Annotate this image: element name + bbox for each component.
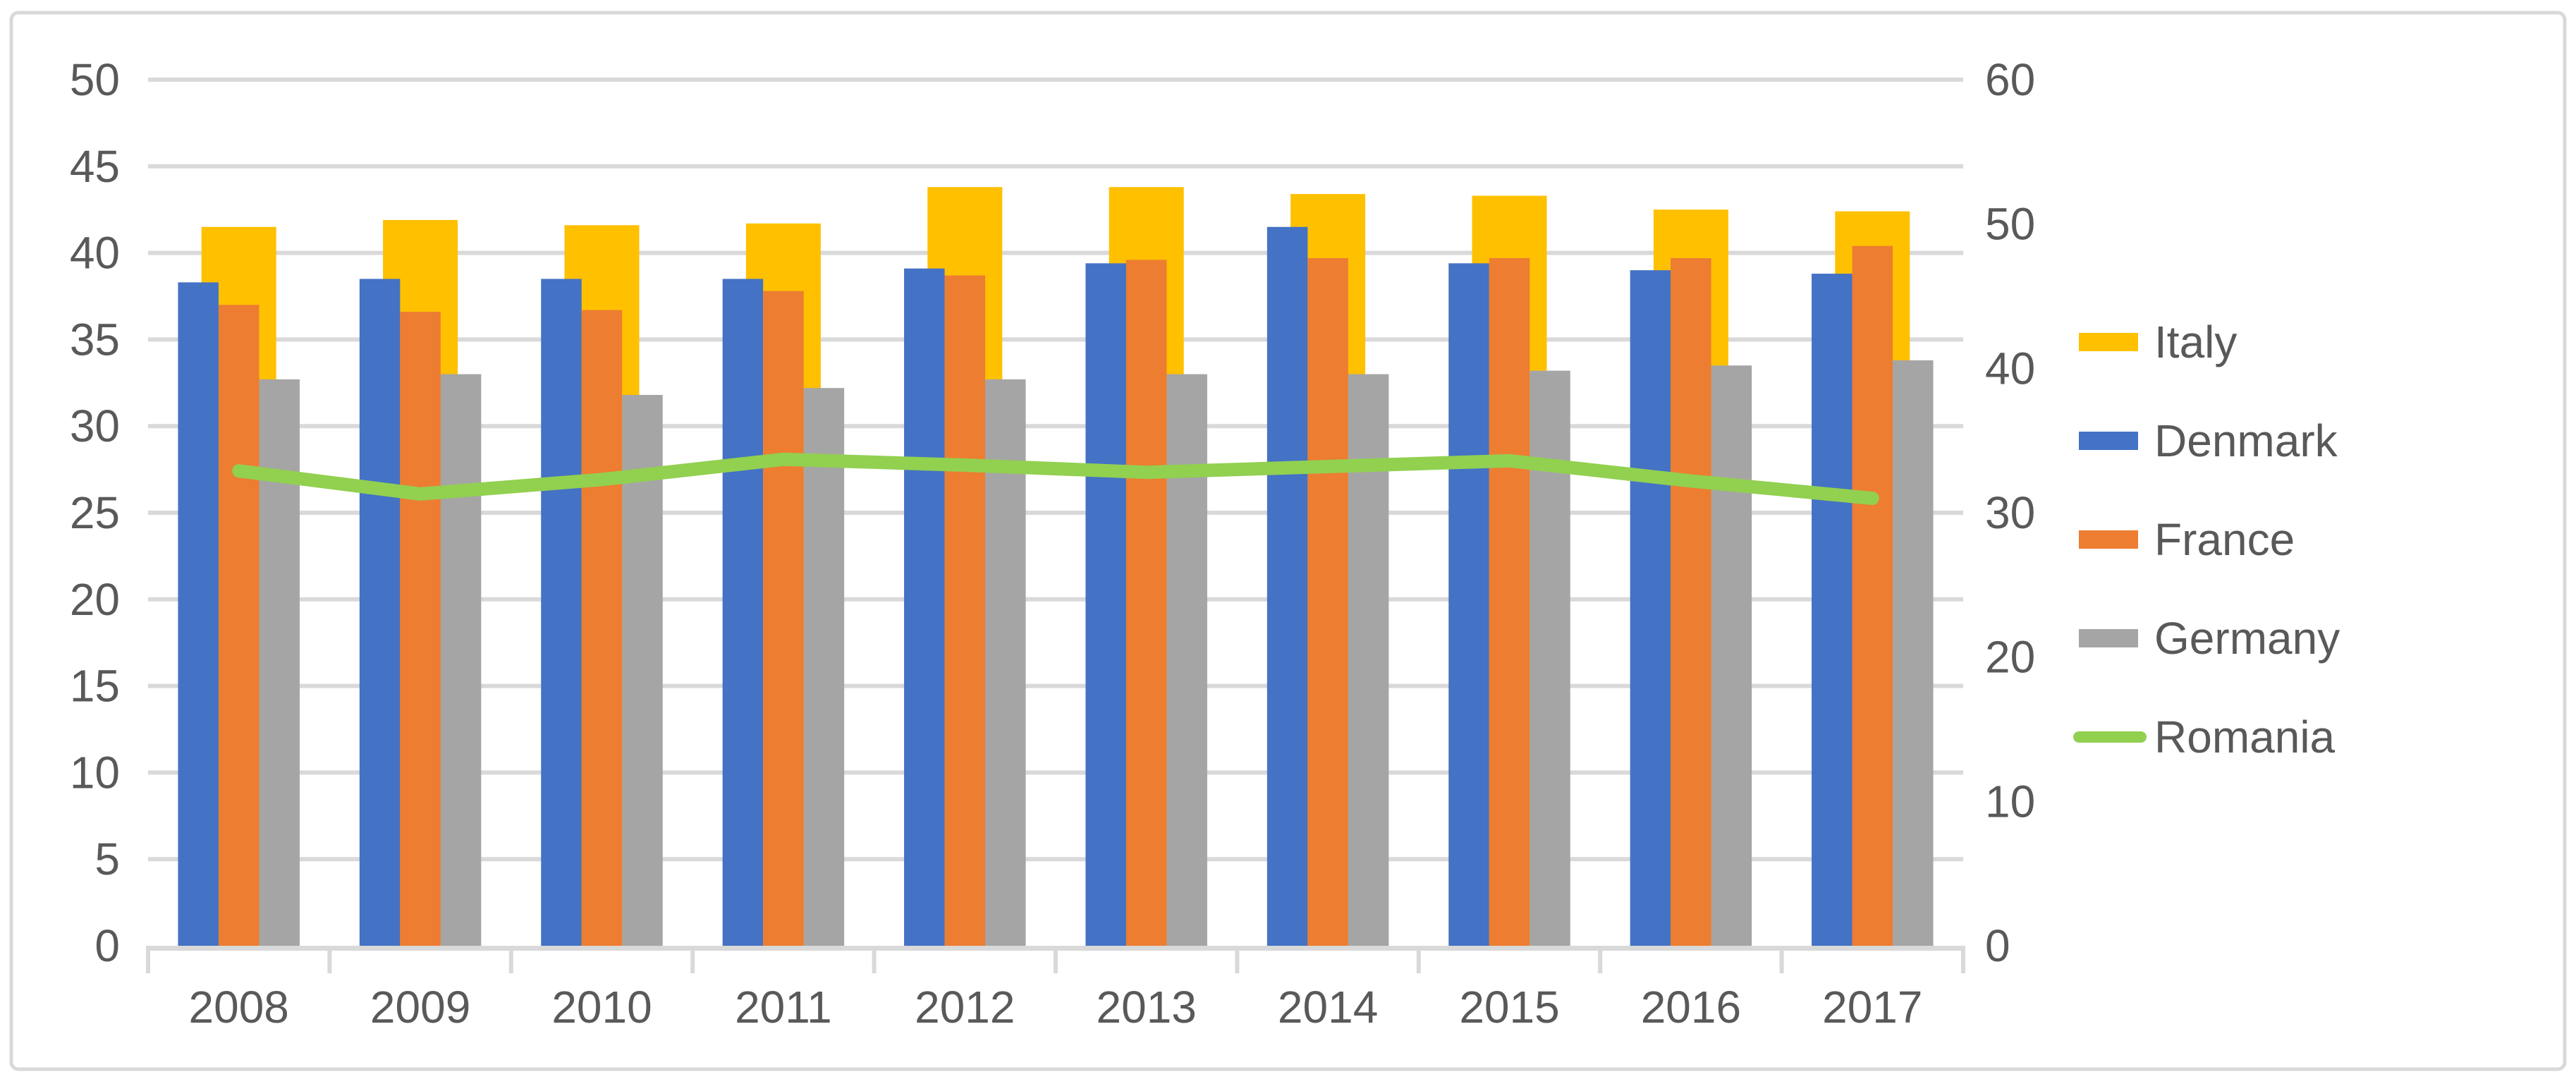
left-axis-label-30: 30 (70, 401, 120, 451)
x-axis-tick-4 (872, 946, 877, 973)
x-axis-label-2010: 2010 (551, 982, 652, 1033)
legend-label-romania: Romania (2154, 712, 2336, 762)
bar-france-2010[interactable] (581, 310, 623, 946)
left-axis-label-20: 20 (70, 574, 120, 625)
bar-germany-2010[interactable] (622, 394, 663, 946)
legend-bar-swatch-italy (2079, 333, 2138, 351)
x-axis-tick-7 (1416, 946, 1421, 973)
x-axis-label-2012: 2012 (915, 982, 1015, 1033)
right-axis-label-0: 0 (1985, 920, 2010, 971)
bar-france-2015[interactable] (1489, 257, 1530, 946)
left-axis-label-45: 45 (70, 141, 120, 192)
bar-germany-2011[interactable] (803, 388, 845, 946)
left-axis-label-40: 40 (70, 228, 120, 279)
bar-denmark-2008[interactable] (178, 282, 219, 946)
left-axis-label-5: 5 (94, 834, 120, 884)
bar-denmark-2011[interactable] (722, 279, 764, 946)
left-axis-label-35: 35 (70, 314, 120, 365)
bar-denmark-2013[interactable] (1085, 263, 1126, 946)
bar-denmark-2016[interactable] (1630, 270, 1671, 946)
bar-denmark-2014[interactable] (1266, 226, 1308, 946)
bar-germany-2013[interactable] (1166, 374, 1207, 946)
legend-label-denmark: Denmark (2154, 415, 2338, 466)
left-axis-label-25: 25 (70, 487, 120, 538)
bar-germany-2016[interactable] (1711, 365, 1752, 946)
bar-france-2011[interactable] (763, 291, 804, 946)
legend-item-romania[interactable]: Romania (2073, 712, 2336, 762)
legend-bar-swatch-denmark (2079, 432, 2138, 450)
x-axis-label-2014: 2014 (1278, 982, 1378, 1033)
right-axis-label-50: 50 (1985, 199, 2035, 250)
left-axis-label-10: 10 (70, 747, 120, 798)
legend-label-germany: Germany (2154, 613, 2340, 664)
x-axis-label-2009: 2009 (370, 982, 470, 1033)
x-axis-label-2017: 2017 (1822, 982, 1922, 1033)
x-axis-label-2011: 2011 (735, 982, 832, 1033)
legend-bar-swatch-france (2079, 530, 2138, 549)
bar-germany-2009[interactable] (440, 374, 482, 946)
bar-france-2008[interactable] (218, 305, 260, 946)
right-axis-label-60: 60 (1985, 54, 2035, 105)
x-axis-label-2008: 2008 (189, 982, 289, 1033)
right-axis-label-30: 30 (1985, 487, 2035, 538)
x-axis-label-2013: 2013 (1097, 982, 1197, 1033)
legend-label-france: France (2154, 514, 2295, 565)
line-romania[interactable] (232, 452, 1879, 506)
x-axis-tick-10 (1961, 946, 1965, 973)
legend-item-denmark[interactable]: Denmark (2079, 415, 2338, 466)
x-axis-tick-2 (508, 946, 513, 973)
bar-denmark-2010[interactable] (541, 279, 582, 946)
x-axis-tick-5 (1054, 946, 1058, 973)
legend-item-italy[interactable]: Italy (2079, 317, 2237, 367)
legend-bar-swatch-germany (2079, 629, 2138, 647)
bar-france-2016[interactable] (1671, 257, 1711, 946)
bar-france-2017[interactable] (1852, 245, 1893, 946)
bar-denmark-2009[interactable] (359, 279, 401, 946)
x-axis-tick-1 (327, 946, 332, 973)
right-axis-label-10: 10 (1985, 776, 2035, 827)
bar-denmark-2017[interactable] (1812, 274, 1852, 946)
legend-label-italy: Italy (2154, 317, 2237, 367)
left-axis-label-15: 15 (70, 661, 120, 712)
bar-france-2012[interactable] (944, 275, 986, 946)
x-axis-tick-8 (1598, 946, 1603, 973)
bar-germany-2015[interactable] (1530, 370, 1570, 946)
x-axis-tick-0 (146, 946, 150, 973)
bar-germany-2017[interactable] (1893, 360, 1934, 946)
x-axis-label-2016: 2016 (1641, 982, 1741, 1033)
right-axis-label-20: 20 (1985, 632, 2035, 683)
bar-france-2014[interactable] (1307, 257, 1348, 946)
chart-area-border (9, 11, 2567, 1071)
right-axis-label-40: 40 (1985, 343, 2035, 394)
x-axis-tick-6 (1235, 946, 1240, 973)
legend-line-swatch-romania (2073, 731, 2147, 743)
legend-item-germany[interactable]: Germany (2079, 613, 2340, 664)
x-axis-tick-9 (1779, 946, 1784, 973)
bar-denmark-2015[interactable] (1448, 263, 1489, 946)
x-axis-tick-3 (690, 946, 695, 973)
bar-france-2009[interactable] (400, 312, 441, 946)
left-axis-label-0: 0 (94, 920, 120, 971)
bar-france-2013[interactable] (1125, 260, 1167, 946)
bar-denmark-2012[interactable] (904, 268, 945, 946)
bar-germany-2008[interactable] (259, 379, 300, 946)
x-axis-label-2015: 2015 (1459, 982, 1559, 1033)
left-axis-label-50: 50 (70, 54, 120, 105)
legend-item-france[interactable]: France (2079, 514, 2295, 565)
